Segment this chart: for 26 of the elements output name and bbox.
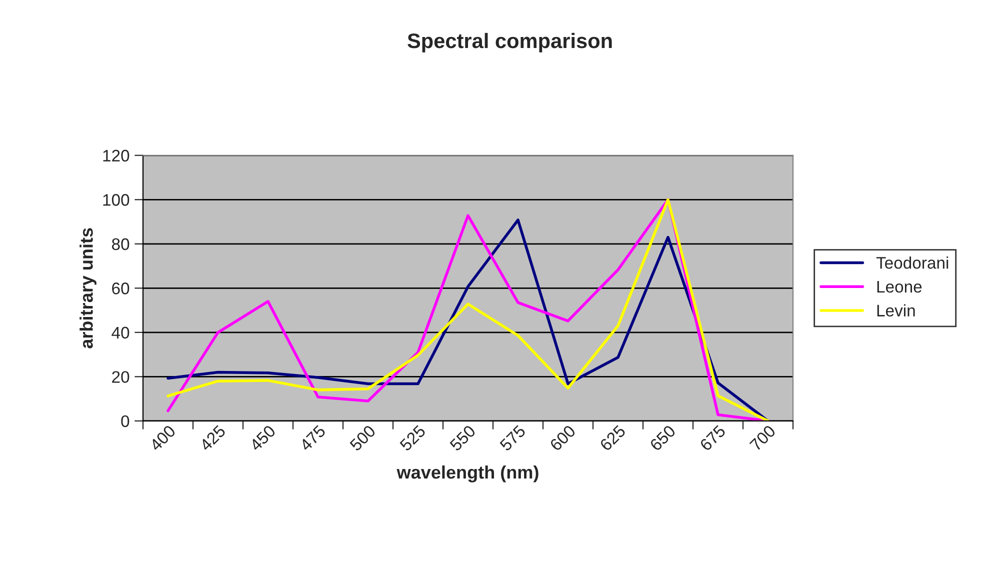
legend-label: Teodorani <box>876 256 948 269</box>
x-tick-label: 600 <box>549 424 576 452</box>
y-tick-label: 100 <box>103 194 130 206</box>
y-tick-label: 120 <box>103 150 130 162</box>
y-axis-title: arbitrary units <box>80 228 96 348</box>
x-tick-label: 575 <box>499 424 526 452</box>
x-tick-label: 425 <box>198 424 226 452</box>
x-tick-label: 625 <box>599 424 626 452</box>
x-tick-label: 475 <box>299 424 326 452</box>
y-tick-label: 20 <box>112 371 130 383</box>
legend-label: Levin <box>877 304 915 316</box>
legend-label: Leone <box>877 280 922 293</box>
x-tick-label: 550 <box>449 424 476 452</box>
y-tick-label: 40 <box>112 326 130 339</box>
x-tick-label: 400 <box>148 424 176 452</box>
y-tick-label: 60 <box>112 282 130 294</box>
y-tick-label: 0 <box>121 415 130 428</box>
y-tick-label: 80 <box>112 238 130 250</box>
x-tick-label: 525 <box>399 424 426 452</box>
x-tick-label: 675 <box>699 424 726 452</box>
x-axis-title: wavelength (nm) <box>396 465 538 482</box>
x-tick-label: 450 <box>248 424 276 452</box>
x-tick-label: 700 <box>749 424 776 452</box>
chart-title: Spectral comparison <box>408 32 612 52</box>
x-tick-label: 650 <box>649 424 676 452</box>
x-tick-label: 500 <box>349 424 376 452</box>
